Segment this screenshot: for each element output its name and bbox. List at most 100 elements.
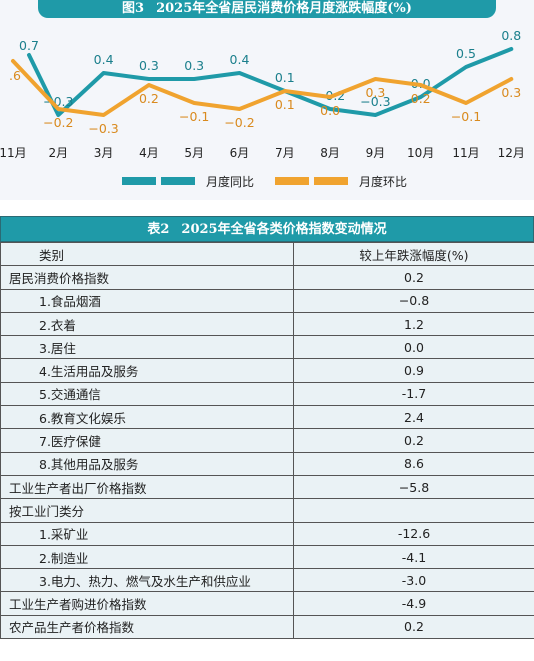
table-row: 工业生产者出厂价格指数 −5.8 bbox=[0, 474, 534, 500]
row-value: -3.0 bbox=[293, 568, 534, 593]
row-category: 农产品生产者价格指数 bbox=[0, 614, 294, 640]
row-value: -4.9 bbox=[293, 591, 534, 616]
table-row: 农产品生产者价格指数 0.2 bbox=[0, 614, 534, 640]
row-value: 1.2 bbox=[293, 311, 534, 337]
table-row: 3.电力、热力、燃气及水生产和供应业 -3.0 bbox=[0, 568, 534, 593]
chart-title-bar: 图3 2025年全省居民消费价格月度涨跌幅度(%) bbox=[38, 0, 496, 18]
row-category: 工业生产者出厂价格指数 bbox=[0, 474, 294, 500]
table-title: 2025年全省各类价格指数变动情况 bbox=[181, 222, 387, 237]
row-value bbox=[293, 498, 534, 523]
data-label: .6 bbox=[9, 68, 21, 83]
data-label: 0.4 bbox=[230, 52, 250, 67]
row-value: 0.2 bbox=[293, 614, 534, 640]
data-label: −0.3 bbox=[360, 94, 390, 109]
x-tick-label: 3月 bbox=[94, 146, 114, 160]
data-label: 0.4 bbox=[94, 52, 114, 67]
table-row: 8.其他用品及服务 8.6 bbox=[0, 451, 534, 476]
table-row: 工业生产者购进价格指数 -4.9 bbox=[0, 591, 534, 616]
row-value: 0.9 bbox=[293, 358, 534, 383]
row-value: 0.2 bbox=[293, 428, 534, 453]
row-category: 按工业门类分 bbox=[0, 498, 294, 523]
x-tick-label: 10月 bbox=[407, 146, 434, 160]
legend-label: 月度同比 bbox=[206, 174, 254, 189]
x-tick-label: 6月 bbox=[230, 146, 250, 160]
row-value: -4.1 bbox=[293, 544, 534, 570]
row-category: 工业生产者购进价格指数 bbox=[0, 591, 294, 616]
data-label: 0.7 bbox=[19, 38, 39, 53]
series-line-yoy bbox=[27, 47, 514, 117]
series-line-mom bbox=[11, 59, 514, 117]
x-tick-label: 5月 bbox=[184, 146, 204, 160]
chart-title-prefix: 图3 bbox=[122, 1, 145, 16]
data-label: 0.3 bbox=[365, 85, 385, 100]
data-label: 0.3 bbox=[501, 85, 521, 100]
row-value: 2.4 bbox=[293, 405, 534, 430]
table-row: 4.生活用品及服务 0.9 bbox=[0, 358, 534, 383]
row-value: −0.8 bbox=[293, 288, 534, 313]
x-tick-label: 7月 bbox=[275, 146, 295, 160]
chart-title: 2025年全省居民消费价格月度涨跌幅度(%) bbox=[156, 1, 412, 16]
row-category: 居民消费价格指数 bbox=[0, 265, 294, 290]
row-value: -12.6 bbox=[293, 521, 534, 546]
line-chart: 0.7 −0.3 0.4 0.3 0.3 0.4 0.1 −0.2 −0.3 0.0 0.5 0.8.… bbox=[0, 28, 525, 189]
price-index-table-section: 表2 2025年全省各类价格指数变动情况 类别 较上年跌涨幅度(%) 居民消费价格… bbox=[0, 216, 534, 661]
x-tick-label: 4月 bbox=[139, 146, 159, 160]
table-row: 按工业门类分 bbox=[0, 498, 534, 523]
row-category: 8.其他用品及服务 bbox=[0, 451, 294, 476]
x-tick-label: 11月 bbox=[0, 146, 27, 160]
data-label: −0.3 bbox=[88, 121, 118, 136]
row-value: −5.8 bbox=[293, 474, 534, 500]
data-label: 0.8 bbox=[501, 28, 521, 43]
legend-swatch bbox=[275, 177, 309, 185]
row-category: 3.电力、热力、燃气及水生产和供应业 bbox=[0, 568, 294, 593]
row-value: 0.0 bbox=[293, 335, 534, 360]
row-category: 7.医疗保健 bbox=[0, 428, 294, 453]
x-tick-label: 11月 bbox=[452, 146, 479, 160]
data-label: −0.1 bbox=[179, 109, 209, 124]
table-row: 1.食品烟酒 −0.8 bbox=[0, 288, 534, 313]
row-value: -1.7 bbox=[293, 381, 534, 407]
row-category: 1.采矿业 bbox=[0, 521, 294, 546]
row-value: 8.6 bbox=[293, 451, 534, 476]
table-row: 1.采矿业 -12.6 bbox=[0, 521, 534, 546]
data-label: 0.1 bbox=[275, 97, 295, 112]
data-label: 0.2 bbox=[139, 91, 159, 106]
row-category: 6.教育文化娱乐 bbox=[0, 405, 294, 430]
row-category: 5.交通通信 bbox=[0, 381, 294, 407]
header-change: 较上年跌涨幅度(%) bbox=[293, 241, 534, 267]
row-category: 3.居住 bbox=[0, 335, 294, 360]
x-tick-label: 8月 bbox=[320, 146, 340, 160]
legend-swatch bbox=[161, 177, 195, 185]
data-label: −0.1 bbox=[451, 109, 481, 124]
table-header-row: 类别 较上年跌涨幅度(%) bbox=[0, 241, 534, 267]
table-row: 5.交通通信 -1.7 bbox=[0, 381, 534, 407]
table-title-prefix: 表2 bbox=[147, 222, 170, 237]
legend-label: 月度环比 bbox=[359, 174, 407, 189]
table-row: 2.制造业 -4.1 bbox=[0, 544, 534, 570]
row-category: 1.食品烟酒 bbox=[0, 288, 294, 313]
data-label: −0.2 bbox=[224, 115, 254, 130]
chart-panel: 图3 2025年全省居民消费价格月度涨跌幅度(%) 0.7 −0.3 0.4 0.3 0.… bbox=[0, 0, 534, 200]
data-label: 0.2 bbox=[411, 91, 431, 106]
data-label: 0.0 bbox=[320, 103, 340, 118]
row-category: 2.衣着 bbox=[0, 311, 294, 337]
table-title-bar: 表2 2025年全省各类价格指数变动情况 bbox=[0, 216, 534, 242]
legend-swatch bbox=[314, 177, 348, 185]
table-row: 2.衣着 1.2 bbox=[0, 311, 534, 337]
x-tick-label: 2月 bbox=[48, 146, 68, 160]
table-row: 6.教育文化娱乐 2.4 bbox=[0, 405, 534, 430]
legend-swatch bbox=[122, 177, 156, 185]
data-label: 0.1 bbox=[275, 70, 295, 85]
price-index-table: 类别 较上年跌涨幅度(%) 居民消费价格指数 0.2 1.食品烟酒 −0.8 2.衣着 1… bbox=[0, 241, 534, 640]
data-label: 0.3 bbox=[139, 58, 159, 73]
table-row: 7.医疗保健 0.2 bbox=[0, 428, 534, 453]
row-category: 4.生活用品及服务 bbox=[0, 358, 294, 383]
table-row: 3.居住 0.0 bbox=[0, 335, 534, 360]
data-label: 0.3 bbox=[184, 58, 204, 73]
x-tick-label: 9月 bbox=[366, 146, 386, 160]
data-label: −0.2 bbox=[43, 115, 73, 130]
header-category: 类别 bbox=[0, 241, 294, 267]
x-tick-label: 12月 bbox=[498, 146, 525, 160]
table-row: 居民消费价格指数 0.2 bbox=[0, 265, 534, 290]
data-label: 0.5 bbox=[456, 46, 476, 61]
